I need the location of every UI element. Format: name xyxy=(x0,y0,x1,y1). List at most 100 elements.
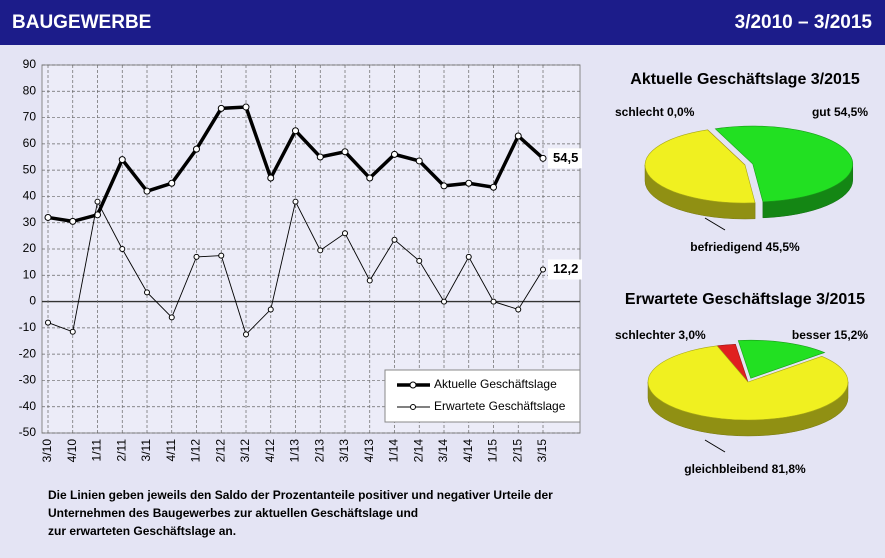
x-tick-label: 3/12 xyxy=(238,439,252,463)
data-point xyxy=(441,298,447,305)
y-tick-label: -30 xyxy=(19,373,37,387)
x-tick-label: 3/10 xyxy=(40,439,54,463)
data-label: 54,5 xyxy=(553,150,578,165)
data-point xyxy=(416,257,423,264)
pie-slice xyxy=(714,125,854,203)
pie-title: Aktuelle Geschäftslage 3/2015 xyxy=(630,71,860,88)
data-point xyxy=(490,298,497,305)
x-tick-label: 2/12 xyxy=(213,439,227,463)
x-tick-label: 4/10 xyxy=(65,439,79,463)
label-box xyxy=(548,259,582,280)
y-tick-label: 80 xyxy=(23,83,37,97)
data-point xyxy=(540,266,546,273)
legend-label: Erwartete Geschäftslage xyxy=(434,399,566,413)
x-tick-label: 1/13 xyxy=(288,439,302,463)
x-tick-label: 3/14 xyxy=(436,439,450,463)
pie-label-name: gleichbleibend xyxy=(684,462,768,476)
data-point xyxy=(267,306,274,313)
legend-marker xyxy=(410,404,416,410)
y-tick-label: 70 xyxy=(23,110,37,124)
data-point xyxy=(118,156,126,164)
pie-label: gleichbleibend 81,8% xyxy=(684,462,806,476)
x-tick-label: 1/11 xyxy=(90,439,104,462)
pie-label-value: 15,2% xyxy=(834,328,868,342)
data-label: 12,2 xyxy=(553,261,578,276)
header-title: BAUGEWERBE xyxy=(12,12,151,33)
pie-label-name: schlecht xyxy=(615,105,664,119)
x-tick-label: 3/15 xyxy=(535,439,549,463)
x-tick-label: 4/12 xyxy=(263,439,277,463)
pie-label-name: befriedigend xyxy=(690,240,762,254)
data-point xyxy=(168,179,176,187)
data-point xyxy=(316,153,324,161)
y-tick-label: -20 xyxy=(19,346,37,360)
y-tick-label: -40 xyxy=(19,399,37,413)
data-point xyxy=(267,174,275,182)
legend-label: Aktuelle Geschäftslage xyxy=(434,377,557,391)
x-tick-label: 2/11 xyxy=(114,439,128,462)
pie-label-name: besser xyxy=(792,328,831,342)
leader-line xyxy=(704,439,726,453)
y-tick-label: -50 xyxy=(19,425,37,439)
header-period: 3/2010 – 3/2015 xyxy=(735,12,873,33)
data-point xyxy=(94,211,101,219)
data-point xyxy=(243,331,249,338)
legend xyxy=(384,369,581,423)
y-tick-label: 90 xyxy=(23,57,37,71)
pie-slice xyxy=(644,129,756,204)
data-point xyxy=(514,132,522,140)
x-tick-label: 1/12 xyxy=(189,439,203,463)
x-tick-label: 2/13 xyxy=(312,439,326,463)
footnote: Die Linien geben jeweils den Saldo der P… xyxy=(48,488,553,502)
data-point xyxy=(539,154,547,162)
x-tick-label: 3/13 xyxy=(337,439,351,463)
footnote: zur erwarteten Geschäftslage an. xyxy=(48,524,236,538)
y-tick-label: 50 xyxy=(23,162,37,176)
data-point xyxy=(342,230,348,237)
pie-label: schlecht 0,0% xyxy=(615,105,695,119)
pie-slice xyxy=(647,345,849,421)
y-tick-label: 60 xyxy=(23,136,37,150)
pie-label-value: 3,0% xyxy=(678,328,706,342)
pie-label: befriedigend 45,5% xyxy=(690,240,800,254)
pie-slice xyxy=(737,339,826,379)
x-tick-label: 3/11 xyxy=(139,439,153,462)
pie-label: schlechter 3,0% xyxy=(615,328,706,342)
data-point xyxy=(341,148,349,156)
data-point xyxy=(292,127,299,135)
x-tick-label: 1/14 xyxy=(387,439,401,463)
data-point xyxy=(515,306,522,313)
data-point xyxy=(440,182,448,190)
header-bar xyxy=(0,0,885,45)
data-point xyxy=(218,252,225,259)
pie-label-value: 81,8% xyxy=(772,462,806,476)
pie-title: Erwartete Geschäftslage 3/2015 xyxy=(625,291,865,308)
data-point xyxy=(292,198,299,205)
data-point xyxy=(217,104,225,112)
pie-label-value: 54,5% xyxy=(834,105,868,119)
data-point xyxy=(465,253,472,260)
data-point xyxy=(119,246,126,252)
data-point xyxy=(242,103,250,111)
y-tick-label: 10 xyxy=(23,267,37,281)
pie-label-name: gut xyxy=(812,105,831,119)
y-tick-label: -10 xyxy=(19,320,37,334)
data-point xyxy=(143,187,151,195)
x-tick-label: 4/14 xyxy=(461,439,475,463)
data-point xyxy=(465,179,473,187)
x-tick-label: 4/13 xyxy=(362,439,376,463)
pie-label-value: 0,0% xyxy=(667,105,695,119)
y-tick-label: 0 xyxy=(29,294,36,308)
data-point xyxy=(317,247,324,254)
label-box xyxy=(548,148,582,169)
data-point xyxy=(45,319,51,326)
x-tick-label: 4/11 xyxy=(164,439,178,462)
pie-label-value: 45,5% xyxy=(766,240,800,254)
y-tick-label: 30 xyxy=(23,215,37,229)
x-tick-label: 2/15 xyxy=(510,439,524,463)
pie-label: gut 54,5% xyxy=(812,105,868,119)
data-point xyxy=(366,277,373,284)
data-point xyxy=(44,213,52,221)
pie-label: besser 15,2% xyxy=(792,328,868,342)
